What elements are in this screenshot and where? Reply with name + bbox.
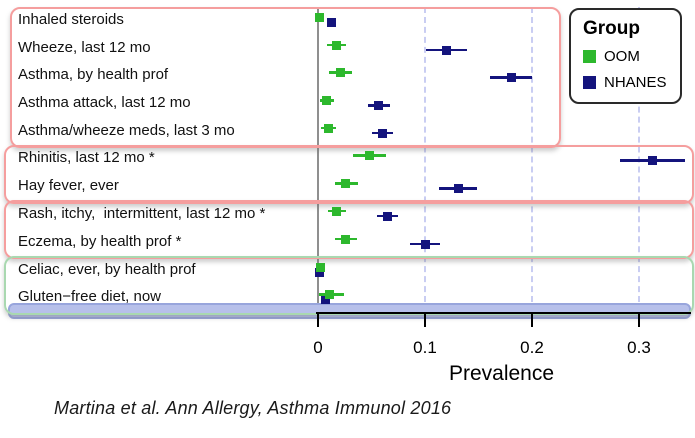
nhanes-point — [441, 45, 451, 55]
nhanes-point — [453, 184, 463, 193]
oom-point — [331, 206, 341, 216]
legend-item-label: OOM — [604, 48, 640, 65]
category-label: Hay fever, ever — [18, 177, 119, 194]
gridline-0.2 — [531, 7, 533, 312]
oom-swatch-icon — [583, 50, 596, 63]
oom-point — [331, 40, 341, 50]
nhanes-point — [320, 295, 330, 304]
x-axis-tick — [531, 312, 533, 327]
x-axis-tick-label: 0.3 — [627, 338, 651, 357]
nhanes-point — [374, 101, 384, 110]
legend: Group OOM NHANES — [569, 8, 682, 104]
x-axis-line — [316, 312, 691, 314]
nhanes-point — [377, 128, 387, 138]
category-label: Wheeze, last 12 mo — [18, 38, 151, 56]
nhanes-point — [327, 18, 337, 27]
group-box-1 — [10, 6, 561, 148]
gridline-0.1 — [424, 7, 426, 312]
category-label: Inhaled steroids — [18, 11, 124, 28]
x-axis-tick — [638, 312, 640, 327]
zero-reference-line — [317, 7, 319, 312]
oom-point — [341, 234, 351, 244]
group-box-2 — [4, 144, 694, 204]
x-axis-tick — [317, 312, 319, 327]
x-axis-tick — [424, 312, 426, 327]
legend-item-nhanes: NHANES — [583, 74, 680, 91]
x-axis-tick-label: 0 — [313, 338, 323, 357]
category-label: Asthma attack, last 12 mo — [18, 94, 191, 111]
legend-item-label: NHANES — [604, 74, 667, 91]
oom-point — [341, 179, 351, 188]
x-axis-tick-label: 0.1 — [413, 338, 437, 357]
oom-point — [364, 151, 374, 160]
legend-item-oom: OOM — [583, 48, 680, 65]
oom-point — [324, 123, 334, 133]
oom-point — [322, 96, 332, 105]
group-box-3 — [4, 200, 694, 259]
category-label: Gluten−free diet, now — [18, 288, 162, 305]
x-axis-tick-label: 0.2 — [520, 338, 544, 357]
nhanes-point — [314, 267, 324, 277]
oom-point — [315, 262, 325, 272]
nhanes-point — [648, 156, 658, 165]
legend-items: OOM NHANES — [583, 48, 680, 91]
nhanes-point — [420, 239, 430, 249]
oom-point — [325, 290, 335, 299]
category-label: Celiac, ever, by health prof — [18, 260, 196, 278]
category-label: Asthma, by health prof — [18, 66, 169, 83]
x-axis-title: Prevalence — [448, 362, 555, 385]
oom-point — [314, 13, 324, 22]
nhanes-point — [507, 73, 517, 82]
citation-caption: Martina et al. Ann Allergy, Asthma Immun… — [54, 398, 452, 418]
category-label: Rash, itchy, intermittent, last 12 mo * — [18, 204, 266, 222]
category-label: Asthma/wheeze meds, last 3 mo — [18, 121, 235, 139]
nhanes-point — [383, 211, 393, 221]
legend-title: Group — [583, 18, 640, 39]
category-label: Rhinitis, last 12 mo * — [18, 149, 155, 166]
category-label: Eczema, by health prof * — [18, 232, 182, 250]
nhanes-swatch-icon — [583, 76, 596, 89]
oom-point — [335, 68, 345, 77]
